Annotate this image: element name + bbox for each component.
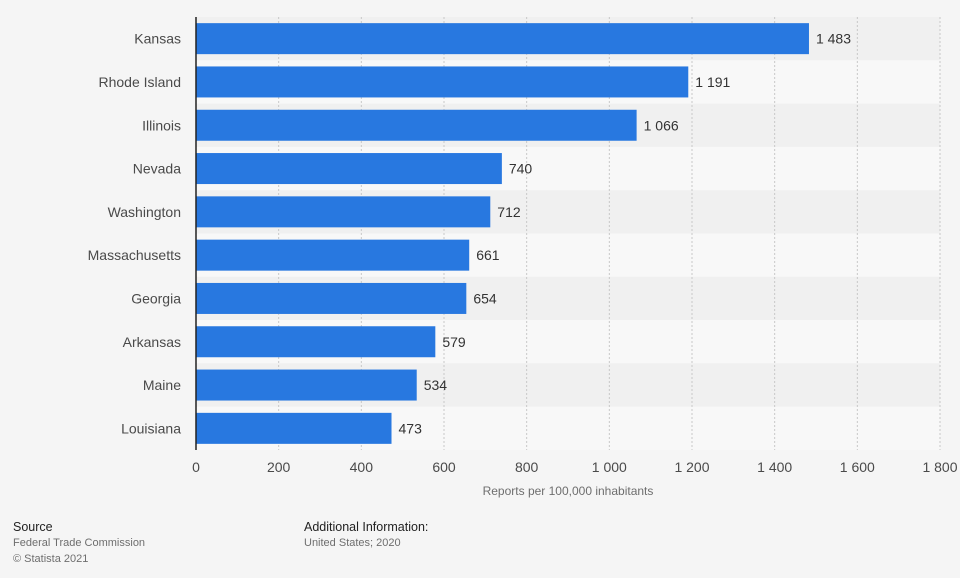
value-label: 654	[473, 290, 497, 306]
category-label: Rhode Island	[98, 74, 181, 90]
x-tick-label: 1 400	[757, 459, 792, 475]
bar[interactable]	[196, 369, 417, 401]
category-label: Louisiana	[121, 420, 181, 436]
x-tick-label: 400	[350, 459, 374, 475]
value-label: 579	[442, 334, 466, 350]
value-label: 534	[424, 377, 448, 393]
bar[interactable]	[196, 282, 467, 314]
category-labels: Kansas Rhode Island Illinois Nevada Washingt…	[88, 31, 182, 437]
value-label: 712	[497, 204, 521, 220]
value-label: 1 483	[816, 31, 851, 47]
bar[interactable]	[196, 23, 809, 55]
category-label: Arkansas	[123, 334, 181, 350]
value-labels: 1 483 1 191 1 066 740 712 661 654 579 534 473	[399, 31, 852, 437]
category-label: Washington	[108, 204, 181, 220]
category-label: Illinois	[142, 117, 181, 133]
x-tick-label: 1 200	[674, 459, 709, 475]
x-axis-title: Reports per 100,000 inhabitants	[483, 484, 654, 498]
bar[interactable]	[196, 326, 436, 358]
x-axis-ticks: 0 200 400 600 800 1 000 1 200 1 400 1 600 1 800	[192, 459, 958, 475]
x-tick-label: 1 800	[922, 459, 957, 475]
value-label: 740	[509, 161, 533, 177]
additional-info-heading[interactable]: Additional Information:	[304, 520, 429, 534]
bar[interactable]	[196, 412, 392, 444]
bar[interactable]	[196, 153, 502, 185]
category-label: Nevada	[133, 161, 181, 177]
category-label: Maine	[143, 377, 181, 393]
x-tick-label: 1 600	[840, 459, 875, 475]
category-label: Kansas	[134, 31, 181, 47]
category-label: Georgia	[131, 290, 181, 306]
x-tick-label: 0	[192, 459, 200, 475]
copyright: © Statista 2021	[13, 553, 89, 565]
bar[interactable]	[196, 196, 491, 228]
x-tick-label: 800	[515, 459, 539, 475]
value-label: 1 066	[644, 117, 679, 133]
bar[interactable]	[196, 109, 637, 141]
source-block: Source Federal Trade Commission © Statis…	[13, 519, 145, 567]
category-label: Massachusetts	[88, 247, 181, 263]
x-tick-label: 1 000	[592, 459, 627, 475]
value-label: 1 191	[695, 74, 730, 90]
bar[interactable]	[196, 66, 689, 98]
additional-info-block: Additional Information: United States; 2…	[304, 519, 428, 551]
bar-chart: Kansas Rhode Island Illinois Nevada Washingt…	[88, 17, 958, 498]
value-label: 661	[476, 247, 500, 263]
x-tick-label: 600	[432, 459, 456, 475]
additional-info-text: United States; 2020	[304, 537, 401, 549]
value-label: 473	[399, 420, 423, 436]
source-name: Federal Trade Commission	[13, 537, 146, 549]
bar[interactable]	[196, 239, 470, 271]
bars	[196, 23, 809, 444]
source-heading[interactable]: Source	[13, 520, 53, 534]
x-tick-label: 200	[267, 459, 291, 475]
